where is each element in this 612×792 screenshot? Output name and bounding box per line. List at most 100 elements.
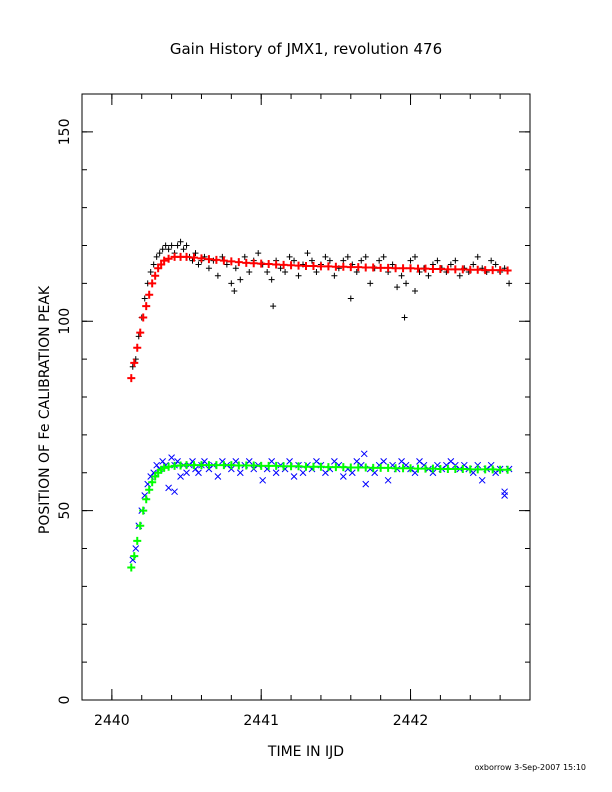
data-point [160, 463, 169, 472]
data-point [234, 461, 243, 470]
data-point [362, 253, 369, 260]
data-point [347, 295, 354, 302]
data-point [496, 465, 505, 474]
data-point [376, 263, 385, 272]
data-point [394, 284, 401, 291]
data-point [421, 464, 430, 473]
data-point [192, 250, 199, 257]
data-point [242, 461, 251, 470]
data-point [473, 465, 482, 474]
data-point [268, 276, 275, 283]
data-point [354, 263, 363, 272]
data-point [249, 461, 258, 470]
data-point [360, 450, 368, 458]
data-point [473, 265, 482, 274]
data-point [257, 461, 266, 470]
data-point [159, 458, 166, 465]
data-point [142, 302, 151, 311]
data-point [132, 545, 140, 552]
data-point [369, 263, 378, 272]
data-point [447, 261, 454, 268]
data-point [168, 242, 175, 249]
data-point [434, 257, 441, 264]
data-point [227, 257, 236, 266]
data-point [130, 358, 139, 367]
data-point [299, 469, 307, 477]
data-point [183, 469, 190, 477]
footer-credit: oxborrow 3-Sep-2007 15:10 [475, 763, 587, 772]
data-point [219, 256, 228, 265]
data-point [322, 253, 329, 260]
x-tick-label: 2442 [393, 713, 429, 729]
data-point [147, 269, 154, 276]
data-point [241, 253, 248, 260]
data-point [145, 290, 154, 299]
data-point [474, 461, 482, 469]
data-point [346, 463, 355, 472]
data-point [212, 255, 221, 264]
data-point [376, 257, 383, 264]
data-point [295, 272, 302, 279]
data-point [399, 264, 408, 273]
data-point [227, 461, 236, 470]
data-point [361, 463, 370, 472]
data-point [279, 462, 288, 471]
data-point [257, 259, 266, 268]
data-point [358, 257, 365, 264]
data-point [316, 462, 325, 471]
data-point [159, 246, 166, 253]
data-point [425, 272, 432, 279]
data-point [197, 461, 206, 470]
data-point [177, 473, 184, 480]
data-point [481, 266, 490, 275]
data-point [249, 259, 258, 268]
data-point [145, 485, 154, 494]
data-point [294, 261, 303, 270]
data-point [488, 465, 497, 474]
data-point [190, 253, 198, 262]
data-point [458, 464, 467, 473]
data-point [174, 242, 181, 249]
data-point [291, 257, 298, 264]
data-point [391, 464, 400, 473]
y-tick-label: 0 [57, 696, 73, 705]
data-marks [127, 238, 513, 572]
data-point [156, 250, 163, 257]
data-point [466, 265, 475, 274]
data-point [160, 256, 169, 265]
series-1 [127, 252, 512, 383]
data-point [195, 261, 202, 268]
plot-frame [81, 93, 531, 701]
y-tick-label: 50 [57, 502, 73, 520]
data-point [398, 272, 405, 279]
data-point [171, 488, 178, 496]
data-point [309, 462, 318, 471]
data-point [139, 506, 148, 515]
data-point [326, 257, 333, 264]
data-point [406, 264, 415, 273]
data-point [180, 246, 187, 253]
data-point [414, 464, 422, 473]
data-point [259, 476, 267, 484]
data-point [127, 374, 136, 383]
data-point [302, 261, 310, 270]
data-point [242, 258, 251, 267]
data-point [165, 246, 172, 253]
data-point [127, 563, 136, 572]
data-point [362, 480, 370, 488]
data-point [190, 461, 198, 470]
data-point [414, 264, 422, 273]
y-axis-label: POSITION OF Fe CALIBRATION PEAK [37, 285, 53, 534]
data-point [214, 272, 221, 279]
data-point [331, 463, 340, 472]
data-point [384, 476, 392, 484]
data-point [443, 265, 452, 274]
data-point [478, 476, 486, 484]
data-point [304, 250, 311, 257]
data-point [183, 242, 190, 249]
data-point [376, 463, 385, 472]
data-point [313, 269, 320, 276]
data-point [236, 469, 244, 477]
data-point [380, 458, 388, 465]
